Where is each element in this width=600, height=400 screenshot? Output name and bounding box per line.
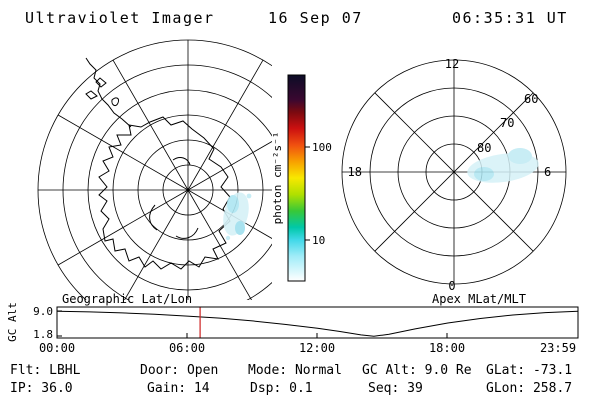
header-time: 06:35:31 UT bbox=[452, 9, 568, 27]
colorbar-label: photon cm⁻²s⁻¹ bbox=[271, 132, 284, 225]
apex-plot: 12 18 6 0 60 70 80 bbox=[341, 57, 567, 293]
status-flt: Flt: LBHL bbox=[10, 363, 81, 378]
xtick-2359: 23:59 bbox=[540, 341, 576, 355]
xtick-0000: 00:00 bbox=[39, 341, 75, 355]
clock-label-6: 6 bbox=[544, 165, 551, 179]
xtick-0600: 06:00 bbox=[169, 341, 205, 355]
antarctica-coastline bbox=[85, 57, 231, 270]
clock-label-18: 18 bbox=[348, 165, 362, 179]
xtick-1200: 12:00 bbox=[299, 341, 335, 355]
geo-grid bbox=[37, 39, 272, 300]
colorbar-tick-10: 10 bbox=[312, 234, 325, 247]
clock-label-12: 12 bbox=[445, 57, 459, 71]
status-dsp: Dsp: 0.1 bbox=[250, 381, 313, 396]
status-glat: GLat: -73.1 bbox=[486, 363, 572, 378]
colorbar-tick-100: 100 bbox=[312, 141, 332, 154]
apex-plot-caption: Apex MLat/MLT bbox=[432, 292, 526, 306]
gc-alt-ytick-bottom: 1.8 bbox=[33, 328, 53, 341]
header-date: 16 Sep 07 bbox=[268, 9, 363, 27]
status-gain: Gain: 14 bbox=[147, 381, 210, 396]
gc-alt-curve bbox=[56, 310, 579, 337]
status-gc-alt: GC Alt: 9.0 Re bbox=[362, 363, 472, 378]
status-door: Door: Open bbox=[140, 363, 218, 378]
colorbar: photon cm⁻²s⁻¹ 100 10 bbox=[271, 74, 332, 282]
status-ip: IP: 36.0 bbox=[10, 381, 73, 396]
header-title: Ultraviolet Imager bbox=[25, 9, 215, 27]
xtick-1800: 18:00 bbox=[429, 341, 465, 355]
status-bar: Flt: LBHL Door: Open Mode: Normal GC Alt… bbox=[10, 363, 572, 396]
geo-plot-caption: Geographic Lat/Lon bbox=[62, 292, 192, 306]
gc-alt-chart: GC Alt 9.0 1.8 00:00 06:00 12:00 18:00 2… bbox=[6, 302, 579, 355]
aurora-patch-apex bbox=[467, 148, 539, 183]
gc-alt-ytick-top: 9.0 bbox=[33, 305, 53, 318]
mlat-label-70: 70 bbox=[500, 116, 514, 130]
status-glon: GLon: 258.7 bbox=[486, 381, 572, 396]
status-mode: Mode: Normal bbox=[248, 363, 342, 378]
mlat-label-60: 60 bbox=[524, 92, 538, 106]
status-seq: Seq: 39 bbox=[368, 381, 423, 396]
aurora-patch-geo bbox=[223, 192, 252, 241]
gc-alt-ylabel: GC Alt bbox=[6, 302, 19, 342]
apex-grid bbox=[341, 59, 567, 285]
geo-plot bbox=[37, 39, 272, 300]
colorbar-gradient bbox=[287, 74, 306, 282]
clock-label-0: 0 bbox=[448, 279, 455, 293]
mlat-label-80: 80 bbox=[477, 141, 491, 155]
